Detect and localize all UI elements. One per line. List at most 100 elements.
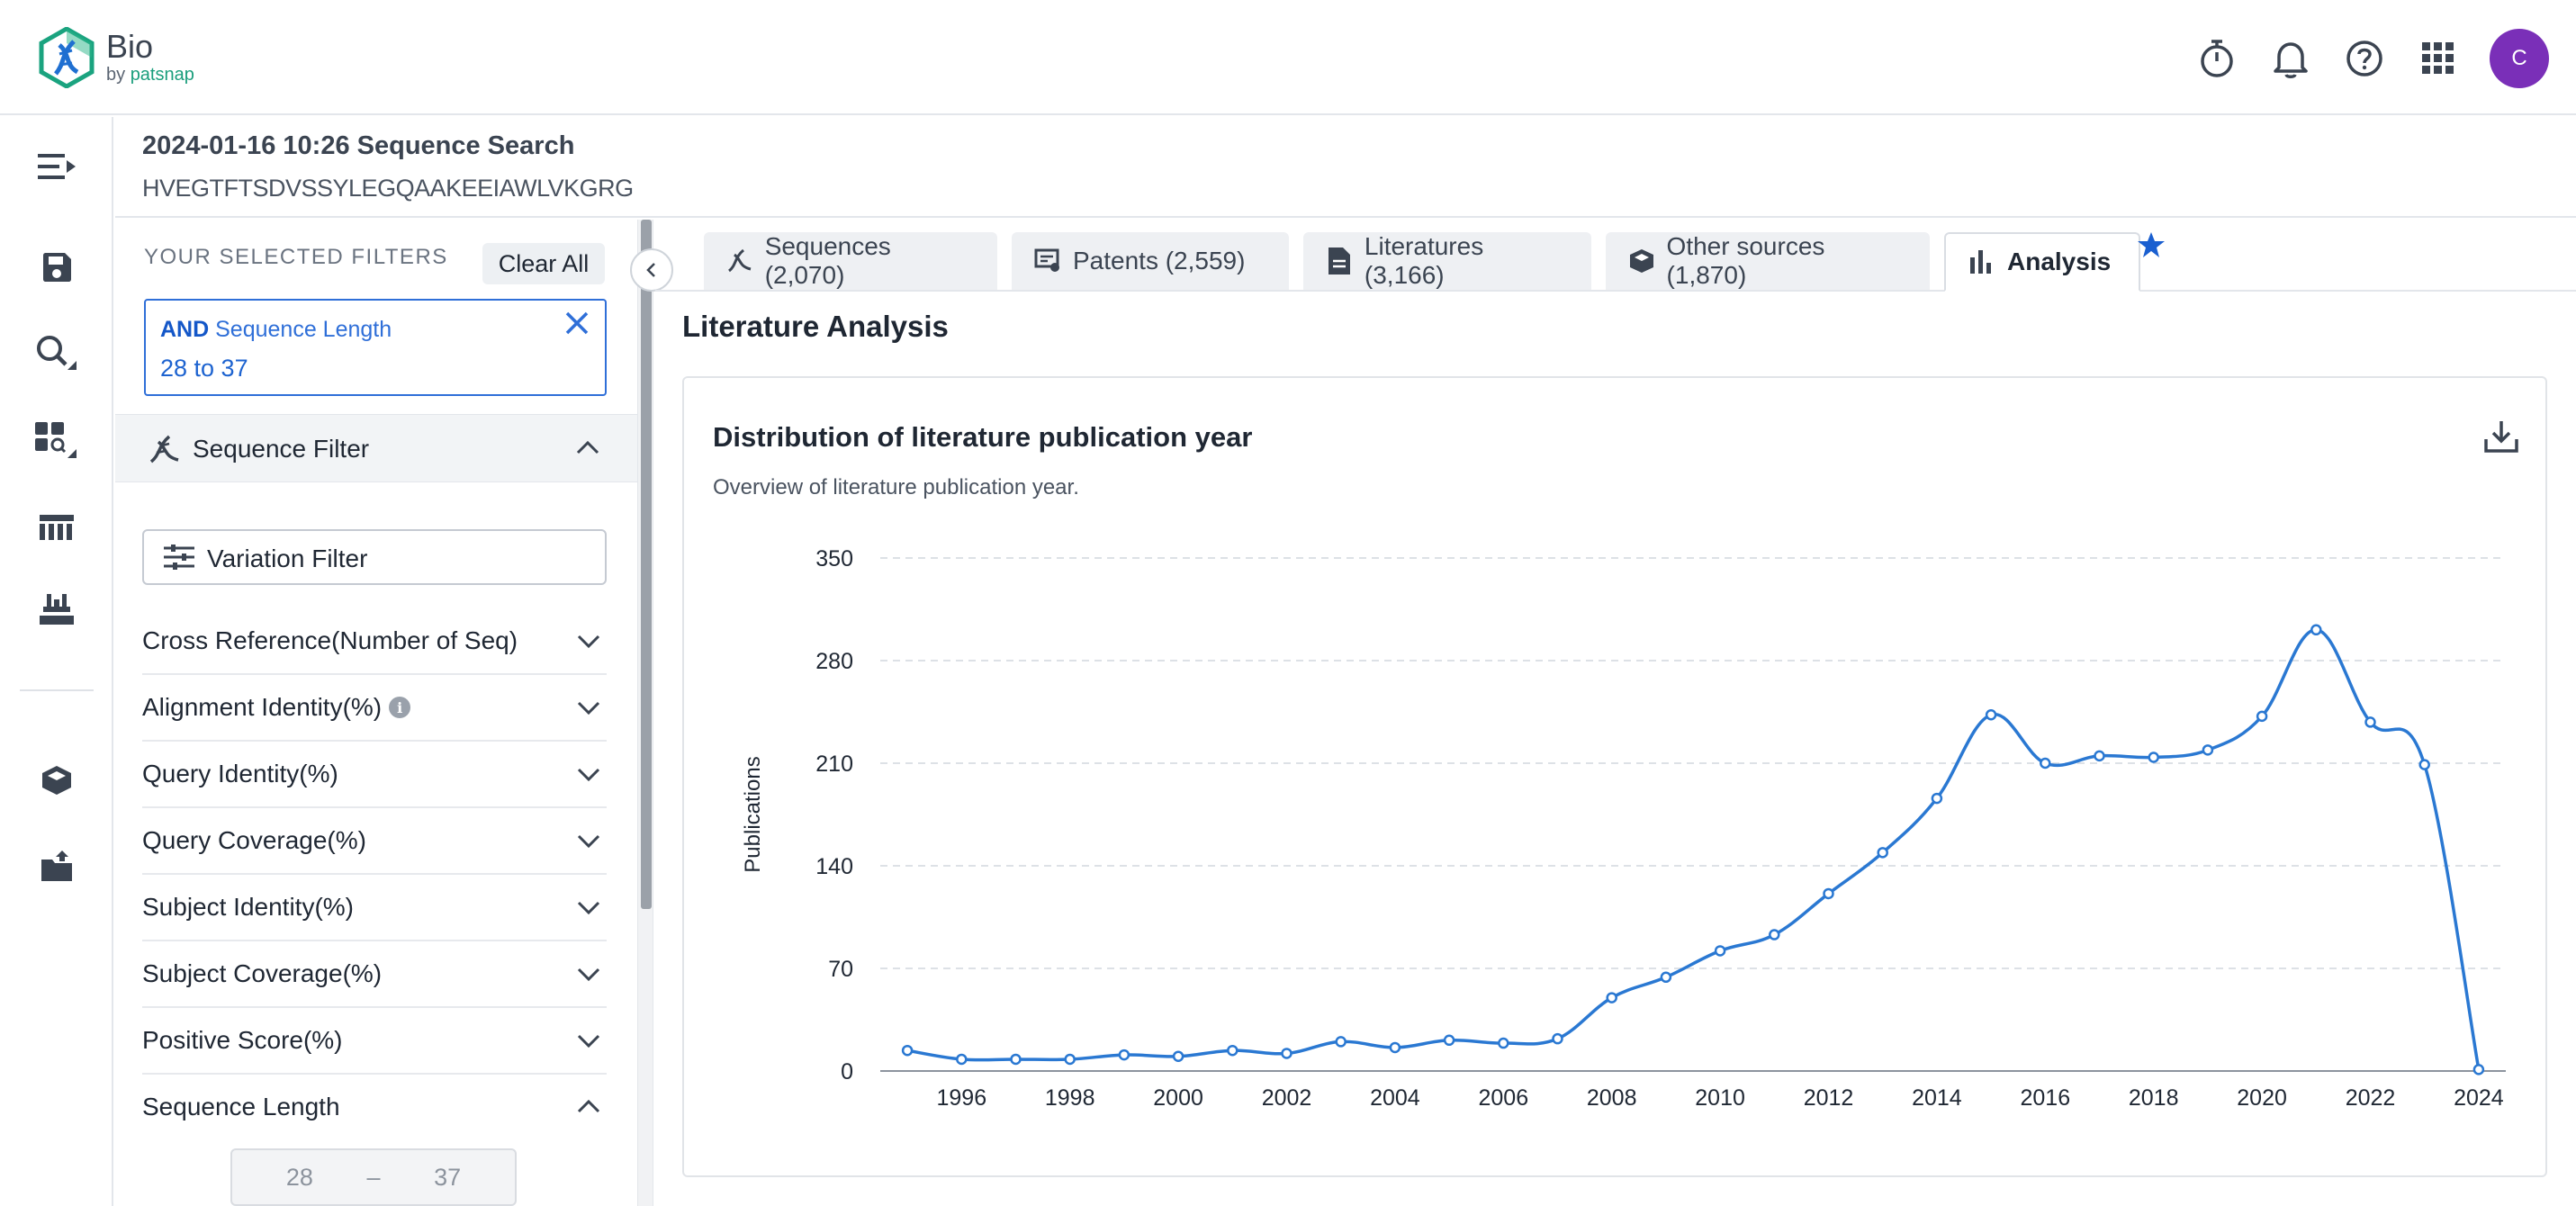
data-point	[2366, 717, 2375, 726]
tab-sequences[interactable]: Sequences (2,070)	[704, 232, 997, 290]
scrollbar-thumb[interactable]	[641, 220, 652, 909]
x-tick-label: 2004	[1370, 1085, 1420, 1111]
cube-icon[interactable]	[34, 758, 79, 803]
data-point	[2311, 626, 2320, 634]
x-tick-label: 2024	[2454, 1085, 2504, 1111]
chevron-left-icon	[644, 262, 660, 278]
y-tick-label: 280	[815, 649, 853, 674]
chevron-down-icon[interactable]	[576, 761, 601, 787]
lab-tray-icon[interactable]	[34, 587, 79, 632]
publication-year-chart: 0701402102803501996199820002002200420062…	[684, 378, 2545, 1175]
filter-row[interactable]: Query Coverage(%)	[142, 808, 607, 875]
chart-card: Distribution of literature publication y…	[682, 376, 2547, 1177]
data-point	[1012, 1055, 1021, 1064]
data-point	[1066, 1055, 1075, 1064]
data-point	[1499, 1039, 1508, 1048]
dna-icon	[725, 247, 754, 275]
search-icon[interactable]	[34, 331, 79, 376]
logo-sub-brand: patsnap	[131, 65, 194, 85]
logo-subtitle: by patsnap	[106, 64, 194, 86]
tab-literatures[interactable]: Literatures (3,166)	[1303, 232, 1591, 290]
menu-collapse-icon[interactable]	[34, 144, 79, 189]
data-point	[1824, 889, 1833, 898]
x-tick-label: 2010	[1695, 1085, 1745, 1111]
x-tick-label: 2006	[1478, 1085, 1528, 1111]
top-header: Bio by patsnap C	[0, 0, 2576, 115]
tab-other-sources[interactable]: Other sources (1,870)	[1606, 232, 1930, 290]
filter-label-positive-score: Positive Score(%)	[142, 1026, 343, 1055]
data-point	[1445, 1036, 1454, 1045]
chevron-down-icon[interactable]	[576, 1028, 601, 1053]
filter-label-subject-identity: Subject Identity(%)	[142, 893, 354, 922]
close-icon[interactable]	[562, 308, 592, 338]
chevron-down-icon[interactable]	[576, 961, 601, 986]
chevron-up-icon[interactable]	[576, 1094, 601, 1120]
filter-row-label: Query Identity(%)	[142, 760, 338, 788]
sequence-grid-icon[interactable]	[34, 506, 79, 551]
apps-grid-icon[interactable]	[2416, 36, 2461, 81]
dashboard-search-icon[interactable]	[34, 419, 79, 464]
range-min[interactable]: 28	[286, 1164, 313, 1192]
info-icon[interactable]: i	[389, 697, 410, 718]
collapse-panel-button[interactable]	[630, 248, 673, 292]
data-point	[1174, 1052, 1183, 1061]
bio-logo-icon	[38, 27, 95, 88]
filter-row[interactable]: Cross Reference(Number of Seq)	[142, 608, 607, 675]
data-point	[1770, 931, 1779, 940]
x-tick-label: 2008	[1587, 1085, 1637, 1111]
filter-row[interactable]: Alignment Identity(%)i	[142, 675, 607, 742]
section-title: Literature Analysis	[682, 310, 949, 344]
data-point	[1932, 794, 1941, 803]
filter-row[interactable]: Sequence Length	[142, 1075, 607, 1141]
variation-filter-button[interactable]: Variation Filter	[142, 529, 607, 585]
bar-chart-icon	[1968, 248, 1996, 276]
clear-all-button[interactable]: Clear All	[482, 243, 605, 284]
x-tick-label: 1996	[936, 1085, 986, 1111]
y-tick-label: 140	[815, 854, 853, 879]
user-avatar[interactable]: C	[2490, 29, 2549, 88]
data-point	[957, 1055, 966, 1064]
data-point	[2474, 1065, 2483, 1074]
document-icon	[1325, 247, 1354, 275]
save-icon[interactable]	[34, 245, 79, 290]
logo-sub-prefix: by	[106, 65, 125, 85]
filter-row[interactable]: Subject Identity(%)	[142, 875, 607, 941]
chevron-down-icon[interactable]	[576, 828, 601, 853]
range-separator: –	[366, 1164, 380, 1192]
help-icon[interactable]	[2342, 36, 2387, 81]
selected-filter-chip[interactable]: AND Sequence Length 28 to 37	[144, 299, 607, 396]
chevron-down-icon[interactable]	[576, 895, 601, 920]
filter-row-label: Subject Identity(%)	[142, 893, 354, 922]
bell-icon[interactable]	[2268, 36, 2313, 81]
filter-scrollbar[interactable]	[637, 220, 653, 1206]
star-icon[interactable]	[2137, 230, 2166, 259]
chevron-down-icon[interactable]	[576, 628, 601, 653]
tab-analysis[interactable]: Analysis	[1944, 232, 2140, 292]
range-max[interactable]: 37	[434, 1164, 461, 1192]
filter-row[interactable]: Query Identity(%)	[142, 742, 607, 808]
chevron-up-icon[interactable]	[574, 435, 601, 462]
filter-label-cross-reference: Cross Reference(Number of Seq)	[142, 626, 518, 655]
x-tick-label: 2018	[2129, 1085, 2179, 1111]
query-sequence: HVEGTFTSDVSSYLEGQAAKEEIAWLVKGRG	[142, 175, 634, 202]
chevron-down-icon[interactable]	[576, 695, 601, 720]
filter-row[interactable]: Subject Coverage(%)	[142, 941, 607, 1008]
x-tick-label: 2022	[2346, 1085, 2396, 1111]
app-logo[interactable]: Bio by patsnap	[38, 27, 194, 88]
chip-header: AND Sequence Length	[160, 317, 392, 343]
patent-icon	[1033, 247, 1062, 275]
sequence-length-range[interactable]: 28 – 37	[230, 1148, 517, 1206]
data-point	[1716, 946, 1725, 955]
filter-row-label: Positive Score(%)	[142, 1026, 343, 1055]
timer-icon[interactable]	[2194, 36, 2239, 81]
upload-folder-icon[interactable]	[34, 844, 79, 889]
filter-row-label: Subject Coverage(%)	[142, 959, 382, 988]
y-tick-label: 70	[828, 957, 853, 982]
x-tick-label: 2012	[1804, 1085, 1854, 1111]
tab-label: Sequences (2,070)	[765, 232, 976, 290]
dna-icon	[148, 433, 182, 467]
filter-row[interactable]: Positive Score(%)	[142, 1008, 607, 1075]
tab-patents[interactable]: Patents (2,559)	[1012, 232, 1289, 290]
header-actions: C	[2194, 27, 2576, 90]
sequence-filter-section[interactable]: Sequence Filter	[115, 414, 637, 482]
